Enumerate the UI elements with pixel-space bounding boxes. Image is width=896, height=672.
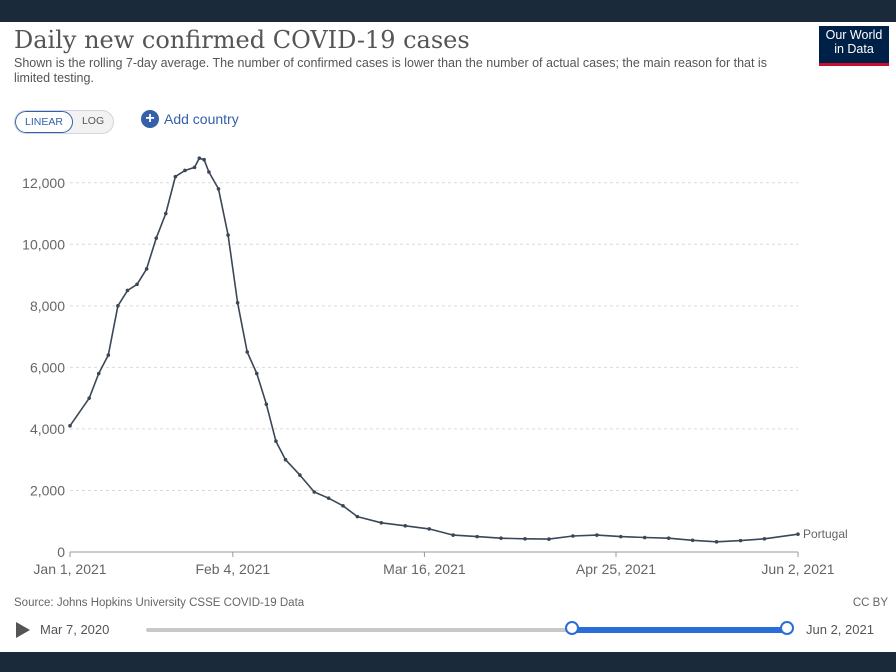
data-point xyxy=(618,534,623,539)
data-point xyxy=(341,504,345,508)
y-tick-label: 10,000 xyxy=(22,236,65,252)
scale-toggle: LINEAR LOG xyxy=(14,110,115,134)
line-chart: 0 2,000 4,000 6,000 8,000 10,000 12,000 Jan 1,… xyxy=(22,156,848,577)
data-point xyxy=(547,537,551,541)
data-point xyxy=(87,396,91,400)
data-point xyxy=(571,534,575,538)
y-axis: 0 2,000 4,000 6,000 8,000 10,000 12,000 xyxy=(22,175,65,560)
play-icon[interactable] xyxy=(16,622,30,638)
timeline-end-handle[interactable] xyxy=(780,621,794,635)
data-point xyxy=(125,288,130,293)
data-point xyxy=(254,371,259,376)
data-point xyxy=(116,304,120,308)
data-point xyxy=(714,540,719,544)
timeline-track[interactable] xyxy=(146,628,786,632)
data-point xyxy=(207,170,211,174)
x-tick-label: Jan 1, 2021 xyxy=(33,561,106,577)
timeline-start-handle[interactable] xyxy=(565,621,579,635)
y-tick-label: 8,000 xyxy=(30,298,65,314)
data-point xyxy=(183,168,187,173)
data-point xyxy=(154,236,159,240)
data-point xyxy=(451,533,455,537)
data-point xyxy=(283,457,288,462)
data-point xyxy=(312,490,317,494)
data-point xyxy=(595,533,599,537)
log-scale-button[interactable]: LOG xyxy=(81,115,105,127)
chart-panel: Daily new confirmed COVID-19 cases Shown… xyxy=(0,22,896,652)
add-country-label: Add country xyxy=(164,111,239,127)
logo-line-1: Our World xyxy=(825,28,883,42)
data-point xyxy=(326,496,331,500)
timeline-end-label: Jun 2, 2021 xyxy=(806,622,874,637)
data-point xyxy=(163,211,168,216)
data-point xyxy=(235,300,240,305)
chart-title: Daily new confirmed COVID-19 cases xyxy=(14,26,470,54)
data-point xyxy=(226,233,230,237)
data-point xyxy=(68,424,72,428)
x-tick-label: Apr 25, 2021 xyxy=(576,561,656,577)
license-link[interactable]: CC BY xyxy=(852,597,888,609)
data-point xyxy=(427,527,432,531)
data-point xyxy=(403,524,408,528)
y-tick-label: 4,000 xyxy=(30,421,65,437)
timeline: Mar 7, 2020 Jun 2, 2021 xyxy=(0,617,896,643)
y-tick-label: 2,000 xyxy=(30,482,65,498)
x-tick-label: Jun 2, 2021 xyxy=(761,561,834,577)
x-axis: Jan 1, 2021 Feb 4, 2021 Mar 16, 2021 Apr 25… xyxy=(33,551,835,577)
chart-subtitle: Shown is the rolling 7-day average. The … xyxy=(14,56,767,85)
data-point xyxy=(298,473,302,477)
y-tick-label: 12,000 xyxy=(22,175,65,191)
plus-circle-icon: + xyxy=(141,110,159,128)
data-point xyxy=(475,534,479,539)
timeline-start-label: Mar 7, 2020 xyxy=(40,622,110,637)
data-point xyxy=(379,520,384,525)
data-point xyxy=(762,536,767,541)
owid-logo[interactable]: Our World in Data xyxy=(819,26,889,66)
series-label: Portugal xyxy=(803,527,848,541)
data-point xyxy=(499,536,503,540)
series-line[interactable] xyxy=(69,157,799,543)
data-point xyxy=(690,538,695,543)
data-point xyxy=(274,439,278,444)
logo-line-2: in Data xyxy=(834,42,874,56)
data-point xyxy=(96,371,101,376)
data-point xyxy=(666,536,671,540)
data-point xyxy=(144,267,149,271)
data-point xyxy=(245,350,250,354)
data-point xyxy=(202,157,206,162)
data-point xyxy=(355,514,360,519)
x-tick-label: Mar 16, 2021 xyxy=(383,561,466,577)
y-tick-label: 6,000 xyxy=(30,359,65,375)
series-layer: Portugal xyxy=(68,156,848,544)
linear-scale-button[interactable]: LINEAR xyxy=(15,111,73,133)
add-country-button[interactable]: + Add country xyxy=(141,110,239,128)
data-point xyxy=(216,187,221,191)
data-point xyxy=(738,538,743,543)
data-point xyxy=(135,282,139,287)
data-point xyxy=(197,156,202,160)
grid-lines xyxy=(70,182,798,491)
timeline-selected-range xyxy=(572,627,788,633)
data-point xyxy=(642,535,647,540)
data-point xyxy=(192,165,197,170)
data-point xyxy=(264,402,269,407)
data-point xyxy=(173,174,178,179)
data-point xyxy=(523,536,527,541)
y-tick-label: 0 xyxy=(57,544,65,560)
source-note: Source: Johns Hopkins University CSSE CO… xyxy=(14,597,305,609)
x-tick-label: Feb 4, 2021 xyxy=(195,561,270,577)
data-point xyxy=(796,532,800,536)
data-point xyxy=(106,353,111,357)
